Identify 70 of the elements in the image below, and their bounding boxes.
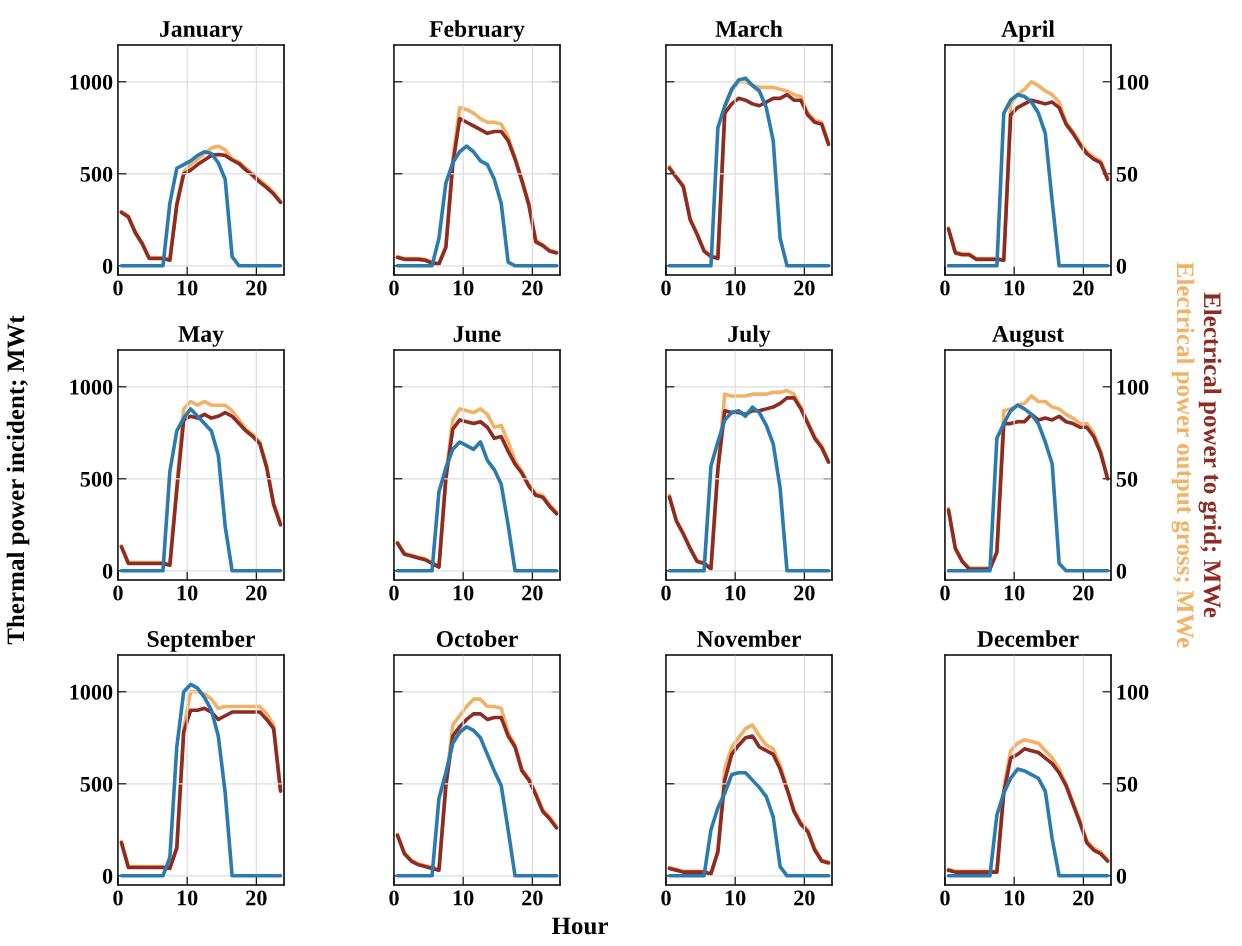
chart-title: December xyxy=(977,630,1079,647)
x-tick-label: 0 xyxy=(940,585,950,601)
x-tick-label: 10 xyxy=(453,280,474,296)
x-tick-label: 0 xyxy=(113,280,123,296)
y-tick-label: 0 xyxy=(102,868,113,884)
chart-title: August xyxy=(992,326,1064,347)
y2-tick-label: 100 xyxy=(1117,379,1149,395)
y2-tick-label: 0 xyxy=(1116,563,1127,579)
x-tick-label: 0 xyxy=(940,890,950,906)
y-tick-label: 1000 xyxy=(70,379,113,395)
x-tick-label: 10 xyxy=(177,280,198,296)
x-tick-label: 10 xyxy=(177,585,198,601)
chart-title: June xyxy=(453,326,501,342)
chart-title: March xyxy=(715,20,783,37)
x-tick-label: 10 xyxy=(453,585,474,601)
chart-title: May xyxy=(178,326,224,347)
y2-tick-label: 50 xyxy=(1116,166,1138,182)
chart-title: April xyxy=(1001,20,1055,42)
text: Electrical power to grid; MWe xyxy=(1198,292,1222,618)
y2-tick-label: 50 xyxy=(1116,471,1138,487)
y-tick-label: 0 xyxy=(102,563,113,579)
y-tick-label: 0 xyxy=(102,258,113,274)
x-tick-label: 0 xyxy=(661,890,671,906)
x-tick-label: 20 xyxy=(522,585,543,601)
x-tick-label: 20 xyxy=(794,280,815,296)
y2-tick-label: 0 xyxy=(1116,258,1127,274)
chart-title: November xyxy=(697,630,801,647)
x-tick-label: 0 xyxy=(389,890,399,906)
x-tick-label: 20 xyxy=(1073,585,1094,601)
x-tick-label: 20 xyxy=(794,585,815,601)
x-tick-label: 10 xyxy=(1004,280,1025,296)
x-tick-label: 20 xyxy=(794,890,815,906)
x-tick-label: 20 xyxy=(246,890,267,906)
x-tick-label: 20 xyxy=(1073,280,1094,296)
chart-title: January xyxy=(160,21,243,42)
x-tick-label: 10 xyxy=(177,890,198,906)
y2-tick-label: 100 xyxy=(1117,74,1149,90)
x-tick-label: 10 xyxy=(453,890,474,906)
x-tick-label: 0 xyxy=(113,585,123,601)
x-tick-label: 0 xyxy=(940,280,950,296)
x-tick-label: 0 xyxy=(389,280,399,296)
x-tick-label: 20 xyxy=(1073,890,1094,906)
y-tick-label: 1000 xyxy=(70,684,113,700)
x-tick-label: 20 xyxy=(246,280,267,296)
x-axis-title: Hour xyxy=(551,917,608,935)
chart-title: February xyxy=(429,20,525,42)
x-tick-label: 10 xyxy=(725,280,746,296)
x-tick-label: 0 xyxy=(113,890,123,906)
y-axis-title: Thermal power incident; MWt xyxy=(6,315,30,645)
chart-title: September xyxy=(147,630,255,652)
x-tick-label: 10 xyxy=(1004,585,1025,601)
x-tick-label: 0 xyxy=(661,280,671,296)
y2-tick-label: 0 xyxy=(1116,868,1127,884)
x-tick-label: 10 xyxy=(1004,890,1025,906)
x-tick-label: 10 xyxy=(725,585,746,601)
y-tick-label: 1000 xyxy=(70,74,113,90)
chart-title: October xyxy=(436,630,518,647)
y-tick-label: 500 xyxy=(80,776,113,792)
x-tick-label: 20 xyxy=(246,585,267,601)
y2-tick-label: 50 xyxy=(1116,776,1138,792)
x-tick-label: 10 xyxy=(725,890,746,906)
text: Electrical power output gross; MWe xyxy=(1171,262,1195,648)
x-tick-label: 0 xyxy=(389,585,399,601)
y-tick-label: 500 xyxy=(80,166,113,182)
chart-title: July xyxy=(728,325,771,347)
y2-tick-label: 100 xyxy=(1117,684,1149,700)
x-tick-label: 20 xyxy=(522,890,543,906)
x-tick-label: 20 xyxy=(522,280,543,296)
x-tick-label: 0 xyxy=(661,585,671,601)
y-tick-label: 500 xyxy=(80,471,113,487)
